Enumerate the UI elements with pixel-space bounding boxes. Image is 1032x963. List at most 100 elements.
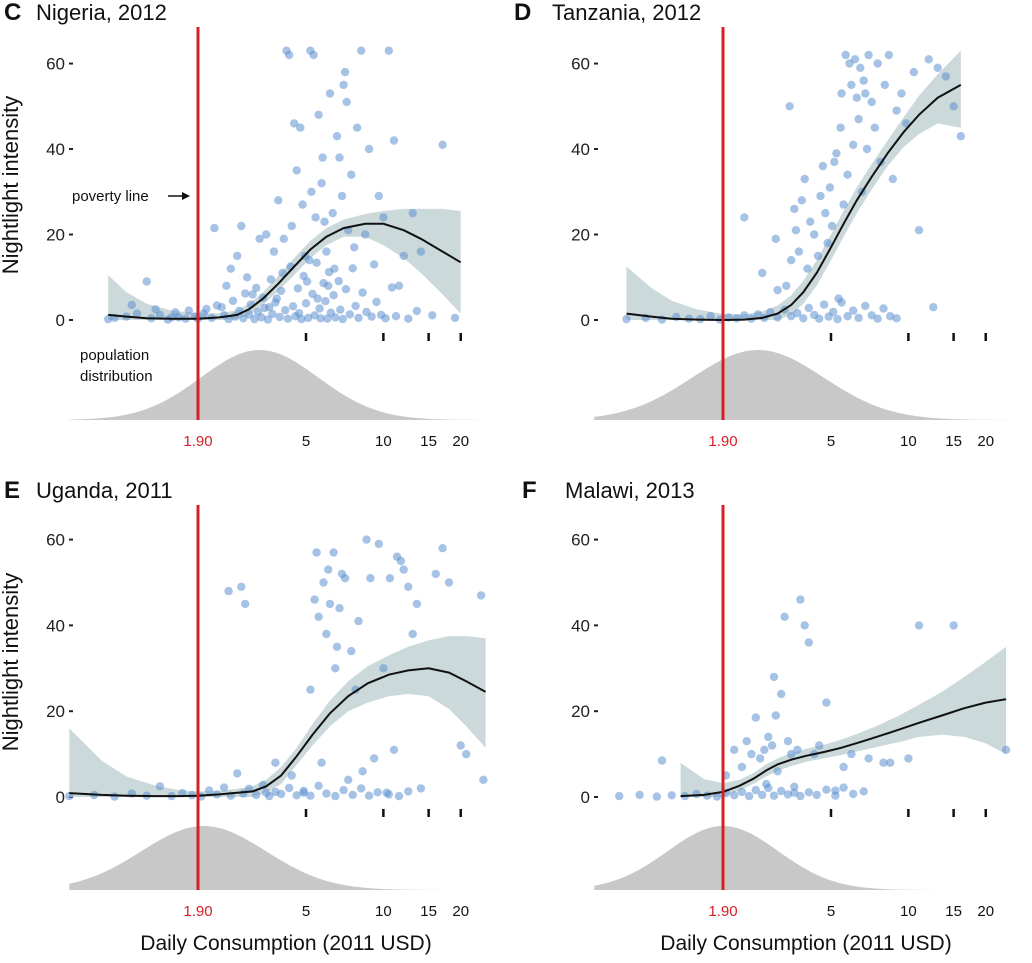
data-point (949, 621, 958, 630)
data-point (852, 93, 861, 102)
panel-letter: D (514, 0, 531, 26)
data-point (354, 616, 363, 626)
data-point (110, 792, 119, 801)
data-point (314, 110, 323, 120)
y-tick-label: 0 (581, 311, 590, 330)
data-point (914, 621, 924, 630)
data-point (293, 284, 303, 293)
data-point (880, 80, 889, 90)
fit-line (680, 698, 1007, 798)
data-point (867, 97, 876, 107)
data-point (324, 565, 333, 574)
data-point (248, 290, 257, 299)
data-point (791, 226, 801, 235)
data-point (271, 758, 280, 767)
data-point (358, 288, 367, 297)
y-tick-label: 20 (46, 226, 65, 245)
data-point (815, 314, 824, 323)
data-point (222, 281, 231, 290)
data-point (800, 621, 809, 630)
data-point (706, 312, 715, 321)
fit-line (626, 84, 962, 322)
y-tick-label: 60 (571, 55, 590, 74)
data-point (345, 310, 354, 319)
data-point (635, 790, 644, 800)
data-point (255, 234, 264, 243)
data-point (290, 119, 299, 128)
data-point (730, 745, 739, 754)
x-tick-label: 20 (452, 433, 469, 450)
data-point (366, 574, 375, 583)
data-point (773, 285, 782, 295)
data-point (212, 301, 222, 310)
data-point (753, 310, 763, 319)
data-point (314, 781, 323, 790)
data-point (219, 783, 229, 792)
data-point (783, 737, 793, 746)
data-point (787, 749, 796, 759)
data-point (307, 187, 316, 196)
data-point (287, 771, 296, 780)
data-point (825, 183, 835, 192)
data-point (328, 208, 337, 218)
data-point (263, 315, 272, 324)
data-point (299, 271, 308, 281)
data-point (769, 791, 779, 800)
data-point (297, 314, 306, 324)
x-tick-label: 5 (827, 433, 835, 450)
data-point (818, 161, 828, 171)
data-point (317, 758, 326, 767)
data-point (340, 67, 350, 77)
data-point (318, 153, 327, 162)
y-axis-label-e: Nightlight intensity (0, 573, 23, 752)
y-tick-label: 20 (46, 702, 65, 721)
y-tick-label: 0 (56, 788, 65, 807)
data-point (712, 792, 722, 801)
data-point (374, 191, 383, 201)
y-tick-label: 60 (46, 55, 65, 74)
data-point (278, 268, 287, 278)
population-distribution (594, 350, 1007, 420)
data-point (854, 313, 863, 323)
data-point (622, 314, 631, 324)
data-point (262, 788, 271, 797)
data-point (812, 790, 821, 800)
data-point (384, 46, 393, 55)
data-point (758, 268, 767, 278)
data-point (237, 582, 246, 591)
data-point (155, 782, 165, 791)
data-point (260, 303, 269, 313)
data-point (266, 275, 276, 284)
data-point (862, 144, 872, 154)
data-point (271, 298, 280, 307)
data-point (416, 247, 426, 256)
data-point (904, 754, 913, 763)
data-point (285, 783, 294, 793)
data-point (350, 243, 359, 252)
data-point (861, 301, 870, 311)
panel-letter: E (4, 477, 20, 504)
data-point (742, 737, 751, 746)
data-point (331, 791, 340, 801)
data-point (854, 114, 863, 124)
data-point (340, 574, 350, 583)
data-point (793, 309, 802, 318)
data-point (884, 50, 894, 60)
data-point (322, 247, 331, 256)
data-point (184, 306, 193, 315)
data-point (382, 788, 391, 797)
data-point (839, 200, 848, 209)
data-point (296, 123, 305, 132)
data-point (322, 789, 331, 798)
data-point (358, 767, 367, 776)
data-point (780, 612, 789, 621)
data-point (751, 785, 760, 795)
data-point (758, 790, 767, 800)
data-point (790, 788, 799, 797)
data-point (810, 230, 819, 239)
data-point (275, 312, 284, 322)
data-point (692, 789, 701, 799)
data-point (924, 55, 933, 64)
data-point (764, 732, 773, 742)
data-point (399, 565, 408, 574)
